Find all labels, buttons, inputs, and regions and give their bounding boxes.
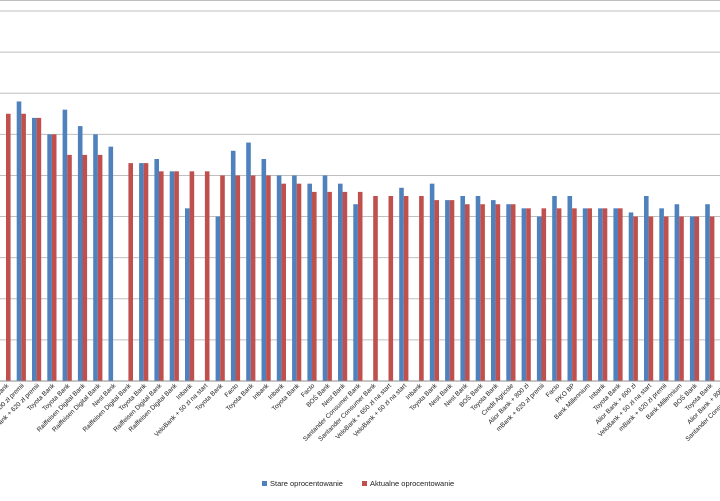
bar-stare-oprocentowanie <box>322 175 328 381</box>
bar-aktualne-oprocentowanie <box>220 175 225 381</box>
bar-aktualne-oprocentowanie <box>67 154 72 381</box>
bar-stare-oprocentowanie <box>506 204 511 381</box>
bar-aktualne-oprocentowanie <box>403 196 409 381</box>
bar-stare-oprocentowanie <box>215 216 221 381</box>
bar-aktualne-oprocentowanie <box>250 175 256 381</box>
bar-stare-oprocentowanie <box>230 150 236 381</box>
bar-aktualne-oprocentowanie <box>434 200 439 381</box>
bar-aktualne-oprocentowanie <box>480 204 485 381</box>
bar-stare-oprocentowanie <box>276 175 282 381</box>
bar-stare-oprocentowanie <box>582 208 588 381</box>
bar-aktualne-oprocentowanie <box>633 216 638 381</box>
bars <box>6 101 715 382</box>
bar-stare-oprocentowanie <box>567 196 573 381</box>
bar-aktualne-oprocentowanie <box>526 208 531 381</box>
bar-aktualne-oprocentowanie <box>373 196 378 381</box>
bar-stare-oprocentowanie <box>32 117 37 381</box>
legend-label: Aktualne oprocentowanie <box>370 479 454 488</box>
bar-aktualne-oprocentowanie <box>556 208 562 381</box>
bar-aktualne-oprocentowanie <box>128 163 133 381</box>
bar-stare-oprocentowanie <box>261 159 267 381</box>
bar-stare-oprocentowanie <box>399 187 404 381</box>
bar-aktualne-oprocentowanie <box>419 196 424 381</box>
bar-stare-oprocentowanie <box>460 196 465 381</box>
bar-aktualne-oprocentowanie <box>174 171 179 381</box>
bar-stare-oprocentowanie <box>705 204 710 381</box>
bar-stare-oprocentowanie <box>93 134 98 381</box>
bar-aktualne-oprocentowanie <box>312 191 317 381</box>
bar-stare-oprocentowanie <box>338 183 343 381</box>
bar-stare-oprocentowanie <box>445 200 450 381</box>
bar-aktualne-oprocentowanie <box>235 175 241 381</box>
bar-aktualne-oprocentowanie <box>694 216 700 381</box>
bar-aktualne-oprocentowanie <box>266 175 271 381</box>
bar-aktualne-oprocentowanie <box>465 204 470 381</box>
bar-aktualne-oprocentowanie <box>6 113 11 382</box>
bar-stare-oprocentowanie <box>108 146 114 381</box>
legend-swatch <box>362 481 367 486</box>
bar-aktualne-oprocentowanie <box>296 183 302 381</box>
gridlines <box>0 10 720 341</box>
bar-aktualne-oprocentowanie <box>449 200 455 381</box>
bar-stare-oprocentowanie <box>185 208 190 381</box>
bar-aktualne-oprocentowanie <box>495 204 501 381</box>
bar-aktualne-oprocentowanie <box>572 208 577 381</box>
bar-stare-oprocentowanie <box>16 101 22 381</box>
bar-aktualne-oprocentowanie <box>709 216 715 381</box>
bar-stare-oprocentowanie <box>47 134 52 381</box>
bar-aktualne-oprocentowanie <box>541 208 547 381</box>
bar-stare-oprocentowanie <box>429 183 435 381</box>
bar-stare-oprocentowanie <box>139 163 144 381</box>
bar-aktualne-oprocentowanie <box>143 163 149 381</box>
bar-stare-oprocentowanie <box>154 159 159 381</box>
bar-stare-oprocentowanie <box>77 126 83 381</box>
bar-aktualne-oprocentowanie <box>97 154 103 381</box>
bar-aktualne-oprocentowanie <box>51 134 57 381</box>
bar-stare-oprocentowanie <box>628 212 634 381</box>
bar-stare-oprocentowanie <box>62 109 68 382</box>
bar-stare-oprocentowanie <box>552 196 557 381</box>
bar-aktualne-oprocentowanie <box>602 208 608 381</box>
bar-aktualne-oprocentowanie <box>159 171 164 381</box>
bar-stare-oprocentowanie <box>674 204 680 381</box>
bar-stare-oprocentowanie <box>169 171 175 381</box>
bar-stare-oprocentowanie <box>246 142 251 381</box>
bar-stare-oprocentowanie <box>659 208 664 381</box>
legend-label: Stare oprocentowanie <box>270 479 343 488</box>
bar-aktualne-oprocentowanie <box>327 191 332 381</box>
legend-swatch <box>262 481 267 486</box>
bar-stare-oprocentowanie <box>491 200 496 381</box>
bar-aktualne-oprocentowanie <box>587 208 592 381</box>
bar-aktualne-oprocentowanie <box>510 204 516 381</box>
bar-aktualne-oprocentowanie <box>388 196 394 381</box>
bar-aktualne-oprocentowanie <box>281 183 286 381</box>
bar-aktualne-oprocentowanie <box>357 191 363 381</box>
bar-aktualne-oprocentowanie <box>21 113 26 382</box>
bar-aktualne-oprocentowanie <box>82 154 88 381</box>
bar-stare-oprocentowanie <box>613 208 618 381</box>
bar-aktualne-oprocentowanie <box>648 216 654 381</box>
bar-aktualne-oprocentowanie <box>663 216 669 381</box>
bar-stare-oprocentowanie <box>689 216 695 381</box>
bar-stare-oprocentowanie <box>475 196 481 381</box>
bar-aktualne-oprocentowanie <box>189 171 195 381</box>
bar-stare-oprocentowanie <box>521 208 527 381</box>
bar-aktualne-oprocentowanie <box>679 216 684 381</box>
bar-aktualne-oprocentowanie <box>36 117 42 381</box>
legend: Stare oprocentowanie Aktualne oprocentowa… <box>262 479 454 488</box>
bar-stare-oprocentowanie <box>292 175 297 381</box>
bar-stare-oprocentowanie <box>353 204 358 381</box>
bar-stare-oprocentowanie <box>536 216 542 381</box>
bar-aktualne-oprocentowanie <box>204 171 210 381</box>
bar-stare-oprocentowanie <box>598 208 603 381</box>
bar-aktualne-oprocentowanie <box>342 191 348 381</box>
bar-aktualne-oprocentowanie <box>618 208 623 381</box>
bar-stare-oprocentowanie <box>307 183 312 381</box>
bar-stare-oprocentowanie <box>644 196 649 381</box>
